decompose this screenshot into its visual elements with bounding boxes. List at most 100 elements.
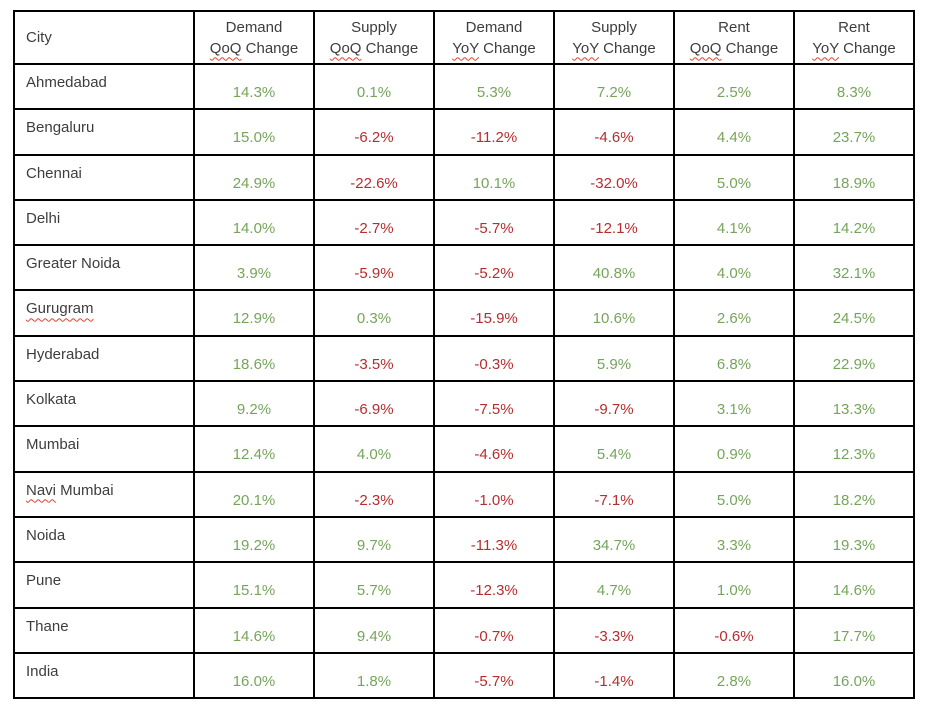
- column-header-line2: QoQ Change: [209, 39, 299, 57]
- value-cell-rent-yoy: 32.1%: [793, 244, 915, 292]
- table-row: Navi Mumbai 20.1% -2.3% -1.0% -7.1% 5.0% 18.2%: [13, 470, 915, 518]
- column-header-line2: YoY Change: [812, 39, 896, 57]
- value-cell-rent-qoq: 3.1%: [673, 380, 795, 428]
- value-cell-rent-yoy: 14.2%: [793, 198, 915, 247]
- column-header-line2: YoY Change: [572, 39, 656, 57]
- city-cell: Navi Mumbai: [13, 470, 195, 518]
- value-cell-rent-yoy: 8.3%: [793, 62, 915, 111]
- table-header: City Demand QoQ Change Supply QoQ Change Dema…: [13, 10, 915, 65]
- value-cell-rent-yoy: 22.9%: [793, 334, 915, 383]
- value-cell-demand-yoy: -15.9%: [433, 289, 555, 337]
- value-cell-rent-yoy: 19.3%: [793, 515, 915, 564]
- value-cell-demand-qoq: 14.6%: [193, 606, 315, 654]
- column-header-line1: Rent: [838, 18, 870, 36]
- value-cell-demand-qoq: 19.2%: [193, 515, 315, 564]
- city-cell: Bengaluru: [13, 108, 195, 156]
- value-cell-supply-qoq: 1.8%: [313, 651, 435, 700]
- city-cell: Gurugram: [13, 289, 195, 337]
- column-header-rent-qoq: Rent QoQ Change: [673, 10, 795, 65]
- value-cell-supply-yoy: -3.3%: [553, 606, 675, 654]
- table-row: Chennai 24.9% -22.6% 10.1% -32.0% 5.0% 18.9%: [13, 153, 915, 201]
- value-cell-demand-qoq: 15.1%: [193, 561, 315, 609]
- value-cell-rent-qoq: 6.8%: [673, 334, 795, 383]
- column-header-demand-qoq: Demand QoQ Change: [193, 10, 315, 65]
- table-row: Delhi 14.0% -2.7% -5.7% -12.1% 4.1% 14.2%: [13, 198, 915, 247]
- column-header-line2: YoY Change: [452, 39, 536, 57]
- value-cell-rent-yoy: 12.3%: [793, 425, 915, 473]
- column-header-line2: QoQ Change: [329, 39, 419, 57]
- value-cell-supply-qoq: -2.7%: [313, 198, 435, 247]
- value-cell-demand-yoy: -0.7%: [433, 606, 555, 654]
- value-cell-rent-qoq: 5.0%: [673, 470, 795, 518]
- value-cell-supply-qoq: 0.3%: [313, 289, 435, 337]
- column-header-demand-yoy: Demand YoY Change: [433, 10, 555, 65]
- value-cell-rent-yoy: 17.7%: [793, 606, 915, 654]
- value-cell-demand-yoy: 10.1%: [433, 153, 555, 201]
- value-cell-demand-qoq: 20.1%: [193, 470, 315, 518]
- table-row: Ahmedabad 14.3% 0.1% 5.3% 7.2% 2.5% 8.3%: [13, 62, 915, 111]
- value-cell-supply-qoq: -22.6%: [313, 153, 435, 201]
- value-cell-rent-qoq: 4.4%: [673, 108, 795, 156]
- city-cell: Chennai: [13, 153, 195, 201]
- column-header-line2: QoQ Change: [689, 39, 779, 57]
- value-cell-supply-yoy: 40.8%: [553, 244, 675, 292]
- table-row: India 16.0% 1.8% -5.7% -1.4% 2.8% 16.0%: [13, 651, 915, 700]
- value-cell-rent-qoq: 0.9%: [673, 425, 795, 473]
- value-cell-demand-qoq: 16.0%: [193, 651, 315, 700]
- value-cell-supply-yoy: 4.7%: [553, 561, 675, 609]
- value-cell-supply-yoy: -4.6%: [553, 108, 675, 156]
- value-cell-supply-yoy: 5.4%: [553, 425, 675, 473]
- city-cell: Hyderabad: [13, 334, 195, 383]
- value-cell-supply-yoy: -7.1%: [553, 470, 675, 518]
- value-cell-demand-yoy: -4.6%: [433, 425, 555, 473]
- table-row: Thane 14.6% 9.4% -0.7% -3.3% -0.6% 17.7%: [13, 606, 915, 654]
- value-cell-rent-yoy: 14.6%: [793, 561, 915, 609]
- value-cell-demand-qoq: 12.4%: [193, 425, 315, 473]
- value-cell-supply-qoq: -6.9%: [313, 380, 435, 428]
- value-cell-supply-yoy: 5.9%: [553, 334, 675, 383]
- city-cell: Noida: [13, 515, 195, 564]
- value-cell-rent-yoy: 24.5%: [793, 289, 915, 337]
- city-cell: Delhi: [13, 198, 195, 247]
- value-cell-supply-qoq: -5.9%: [313, 244, 435, 292]
- table-body: Ahmedabad 14.3% 0.1% 5.3% 7.2% 2.5% 8.3% Bengal…: [13, 62, 915, 700]
- table-row: Greater Noida 3.9% -5.9% -5.2% 40.8% 4.0% 32.1…: [13, 244, 915, 292]
- value-cell-rent-qoq: 5.0%: [673, 153, 795, 201]
- value-cell-demand-yoy: -12.3%: [433, 561, 555, 609]
- value-cell-demand-qoq: 14.3%: [193, 62, 315, 111]
- misspelled-word: YoY: [452, 39, 479, 57]
- value-cell-supply-yoy: 10.6%: [553, 289, 675, 337]
- value-cell-rent-qoq: 4.0%: [673, 244, 795, 292]
- value-cell-supply-qoq: 4.0%: [313, 425, 435, 473]
- value-cell-rent-yoy: 23.7%: [793, 108, 915, 156]
- value-cell-supply-qoq: -2.3%: [313, 470, 435, 518]
- value-cell-rent-qoq: 2.8%: [673, 651, 795, 700]
- value-cell-demand-yoy: -11.2%: [433, 108, 555, 156]
- value-cell-demand-yoy: -5.2%: [433, 244, 555, 292]
- value-cell-demand-qoq: 9.2%: [193, 380, 315, 428]
- column-header-line1: Demand: [465, 18, 523, 36]
- column-header-line1: Supply: [591, 18, 637, 36]
- value-cell-demand-qoq: 18.6%: [193, 334, 315, 383]
- value-cell-demand-qoq: 3.9%: [193, 244, 315, 292]
- misspelled-word: Navi: [26, 481, 57, 499]
- value-cell-supply-qoq: 9.7%: [313, 515, 435, 564]
- city-cell: Ahmedabad: [13, 62, 195, 111]
- table-row: Hyderabad 18.6% -3.5% -0.3% 5.9% 6.8% 22.9%: [13, 334, 915, 383]
- value-cell-supply-yoy: -12.1%: [553, 198, 675, 247]
- value-cell-demand-qoq: 12.9%: [193, 289, 315, 337]
- value-cell-rent-yoy: 18.9%: [793, 153, 915, 201]
- value-cell-supply-qoq: -3.5%: [313, 334, 435, 383]
- city-cell: Kolkata: [13, 380, 195, 428]
- column-header-line1: Demand: [225, 18, 283, 36]
- value-cell-supply-qoq: 5.7%: [313, 561, 435, 609]
- value-cell-supply-yoy: 34.7%: [553, 515, 675, 564]
- value-cell-rent-qoq: 4.1%: [673, 198, 795, 247]
- misspelled-word: QoQ: [689, 39, 722, 57]
- table-row: Noida 19.2% 9.7% -11.3% 34.7% 3.3% 19.3%: [13, 515, 915, 564]
- value-cell-demand-yoy: -11.3%: [433, 515, 555, 564]
- value-cell-demand-qoq: 14.0%: [193, 198, 315, 247]
- value-cell-supply-qoq: 9.4%: [313, 606, 435, 654]
- value-cell-supply-qoq: 0.1%: [313, 62, 435, 111]
